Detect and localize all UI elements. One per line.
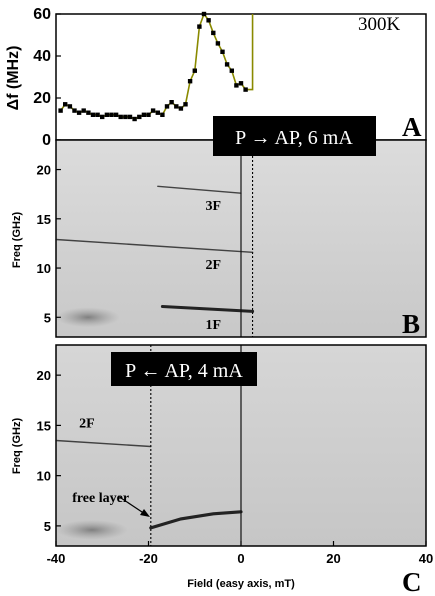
panel-b-low-field-glow xyxy=(56,307,120,328)
panel-a-data-point xyxy=(118,114,123,120)
panel-b-y-tick-label: 15 xyxy=(37,212,51,227)
panel-c-letter: C xyxy=(402,567,422,596)
panel-c: 5 10 15 20 -40 -20 0 20 40 Freq (GHz) Field (ea… xyxy=(11,344,433,596)
free-layer-arrowhead xyxy=(140,509,150,517)
panel-b-mode-label: 1F xyxy=(206,318,222,333)
panel-a-data-point xyxy=(58,108,63,113)
panel-a-data-point xyxy=(127,114,133,120)
panel-b-guides xyxy=(240,140,254,337)
panel-c-y-tick-label: 10 xyxy=(37,469,51,484)
panel-a-data-point xyxy=(169,100,174,105)
panel-a-data-point xyxy=(81,108,86,113)
panel-a-letter: A xyxy=(402,112,422,142)
panel-a-data-point xyxy=(123,114,128,120)
panel-a-data-point xyxy=(197,24,202,29)
panel-b-y-tick-label: 5 xyxy=(44,310,51,325)
panel-a-data-point xyxy=(72,108,77,113)
panel-a-y-tick-label: 40 xyxy=(33,48,51,65)
panel-a-data-point xyxy=(76,110,82,115)
panel-c-y-tick-label: 15 xyxy=(37,418,51,433)
panel-c-label: P ← AP, 4 mA xyxy=(125,360,243,382)
panel-a-y-tick-label: 60 xyxy=(33,6,51,23)
panel-c-low-field-glow xyxy=(56,519,128,540)
panel-a-data-point xyxy=(132,116,137,122)
panel-a-data-point xyxy=(229,68,234,73)
panel-c-x-ticks: -40 -20 0 20 40 xyxy=(47,541,433,566)
panel-b-label: P → AP, 6 mA xyxy=(235,127,353,149)
panel-c-x-tick-label: 40 xyxy=(419,551,433,566)
panel-c-x-tick-label: -40 xyxy=(47,551,66,566)
panel-a-y-tick-label: 0 xyxy=(42,132,51,149)
panel-a-data-point xyxy=(220,49,225,54)
panel-b: 5 10 15 20 Freq (GHz) 3F 2F 1F P → AP, 6 mA B xyxy=(11,116,427,339)
panel-b-label-box xyxy=(213,116,376,156)
panel-a-data-point xyxy=(160,112,165,117)
panel-a-data-point xyxy=(141,112,147,117)
panel-a-data-point xyxy=(137,114,142,120)
panel-c-ylabel: Freq (GHz) xyxy=(11,418,23,475)
panel-a-trace xyxy=(58,11,254,122)
panel-a-data-point xyxy=(211,30,216,36)
panel-b-ylabel: Freq (GHz) xyxy=(11,212,23,269)
panel-a-ylabel: Δf (MHz) xyxy=(5,46,22,111)
panel-a-data-point xyxy=(183,102,188,107)
panel-b-y-tick-label: 10 xyxy=(37,261,51,276)
panel-a-y-tick-label: 20 xyxy=(33,90,51,107)
panel-b-mode-line xyxy=(157,185,242,194)
panel-a-data-point xyxy=(67,104,73,109)
panel-a-data-point xyxy=(63,102,68,107)
panel-a-data-point xyxy=(243,87,248,92)
panel-a-data-point xyxy=(90,112,96,117)
panel-a-data-point xyxy=(104,112,110,117)
panel-c-mode-line xyxy=(149,510,243,530)
panel-b-mode-line xyxy=(55,238,254,253)
panel-c-mode-line xyxy=(55,439,152,448)
panel-a-data-point xyxy=(174,104,179,109)
panel-a-data-point xyxy=(113,112,119,117)
panel-c-mode-label: 2F xyxy=(79,416,95,431)
panel-a-data-point xyxy=(201,11,207,17)
panel-b-y-tick-label: 20 xyxy=(37,163,51,178)
panel-a-data-point xyxy=(86,110,91,115)
panel-a-data-point xyxy=(164,104,170,109)
panel-c-mode-label: free layer xyxy=(72,491,129,506)
panel-a-data-point xyxy=(95,112,100,117)
panel-a-data-point xyxy=(206,18,211,23)
panel-c-modes: 2F free layer xyxy=(55,416,243,540)
panel-a-data-point xyxy=(146,112,151,117)
panel-c-xlabel: Field (easy axis, mT) xyxy=(187,578,295,590)
panel-a-data-point xyxy=(155,110,160,115)
panel-a-data-point xyxy=(150,108,156,113)
panel-a-data-point xyxy=(187,79,193,84)
panel-b-mode-label: 2F xyxy=(206,258,222,273)
panel-c-x-tick-label: 0 xyxy=(237,551,244,566)
panel-a-data-point xyxy=(109,112,114,117)
panel-a-data-point xyxy=(100,114,105,120)
panel-a-data-point xyxy=(178,106,184,111)
panel-a-data-point xyxy=(238,81,244,86)
panel-c-x-tick-label: 20 xyxy=(326,551,340,566)
panel-c-label-box xyxy=(111,352,257,386)
panel-b-mode-line xyxy=(160,305,255,313)
panel-a-spike xyxy=(245,14,254,91)
panel-c-y-ticks: 5 10 15 20 xyxy=(37,368,61,534)
panel-a-data-point xyxy=(192,68,197,73)
panel-c-x-tick-label: -20 xyxy=(139,551,158,566)
panel-a-annotation: 300K xyxy=(358,14,401,35)
panel-b-letter: B xyxy=(402,309,420,339)
panel-a-data-point xyxy=(234,83,239,88)
panel-c-y-tick-label: 20 xyxy=(37,368,51,383)
panel-b-modes: 3F 2F 1F xyxy=(55,185,255,333)
panel-c-y-tick-label: 5 xyxy=(44,519,51,534)
panel-a-data-point xyxy=(224,62,230,67)
panel-a-data-point xyxy=(215,41,221,46)
panel-b-mode-label: 3F xyxy=(206,199,222,214)
